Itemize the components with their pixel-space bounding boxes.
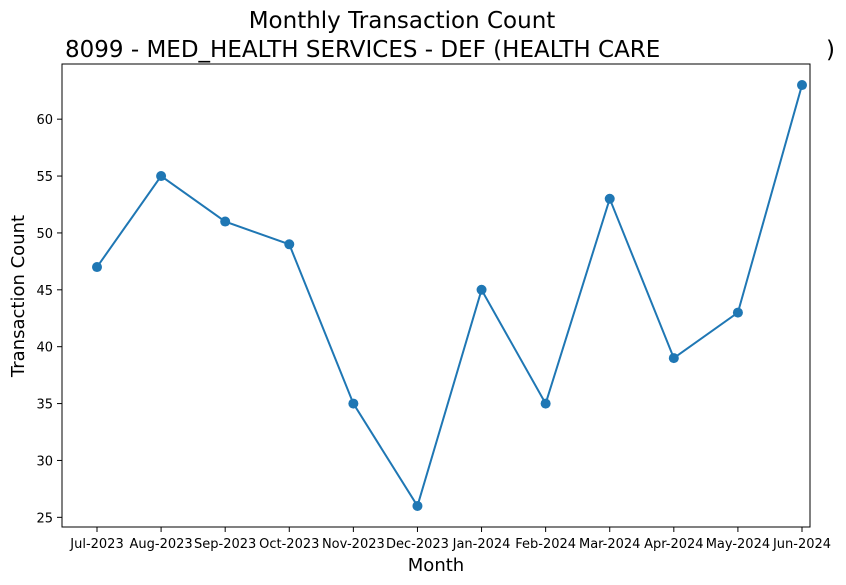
- plot-frame: [61, 63, 811, 528]
- y-tick-label: 60: [36, 113, 53, 128]
- data-point: [92, 262, 102, 273]
- data-point: [220, 216, 231, 227]
- x-tick-label: Mar-2024: [579, 537, 640, 552]
- x-axis: Jul-2023 Aug-2023 Sep-2023 Oct-2023 Nov-2023…: [69, 527, 831, 552]
- y-tick-label: 30: [36, 454, 53, 469]
- y-tick-label: 55: [36, 170, 53, 185]
- data-point: [732, 307, 743, 318]
- chart-subtitle: 8099 - MED_HEALTH SERVICES - DEF (HEALTH…: [65, 37, 660, 63]
- data-point: [668, 353, 679, 364]
- data-point: [284, 239, 295, 250]
- data-point: [476, 284, 487, 295]
- x-tick-label: Jul-2023: [69, 537, 123, 552]
- x-tick-label: Apr-2024: [644, 537, 703, 552]
- series-line: [96, 84, 803, 509]
- y-tick-label: 40: [36, 341, 53, 356]
- x-tick-label: Oct-2023: [259, 537, 319, 552]
- data-point: [797, 80, 807, 91]
- x-tick-label: Jun-2024: [772, 537, 831, 552]
- x-tick-label: Nov-2023: [322, 537, 385, 552]
- x-tick-label: May-2024: [706, 537, 770, 552]
- x-tick-label: Dec-2023: [386, 537, 449, 552]
- x-tick-label: Aug-2023: [130, 537, 193, 552]
- y-tick-label: 50: [36, 227, 53, 242]
- x-tick-label: Feb-2024: [515, 537, 576, 552]
- chart-subtitle-end: ): [826, 37, 835, 63]
- y-axis: 25 30 35 40 45 50 55 60: [36, 113, 62, 526]
- data-point: [604, 193, 615, 204]
- y-tick-label: 25: [36, 511, 53, 526]
- series-line-group: [92, 80, 807, 511]
- x-tick-label: Sep-2023: [194, 537, 256, 552]
- y-tick-label: 35: [36, 398, 53, 413]
- chart-title: Monthly Transaction Count: [249, 8, 556, 34]
- x-axis-label: Month: [408, 555, 464, 576]
- y-axis-label: Transaction Count: [8, 215, 29, 378]
- y-tick-label: 45: [36, 284, 53, 299]
- data-point: [348, 398, 359, 409]
- data-point: [540, 398, 551, 409]
- data-point: [412, 500, 423, 511]
- data-point: [156, 171, 167, 182]
- x-tick-label: Jan-2024: [452, 537, 511, 552]
